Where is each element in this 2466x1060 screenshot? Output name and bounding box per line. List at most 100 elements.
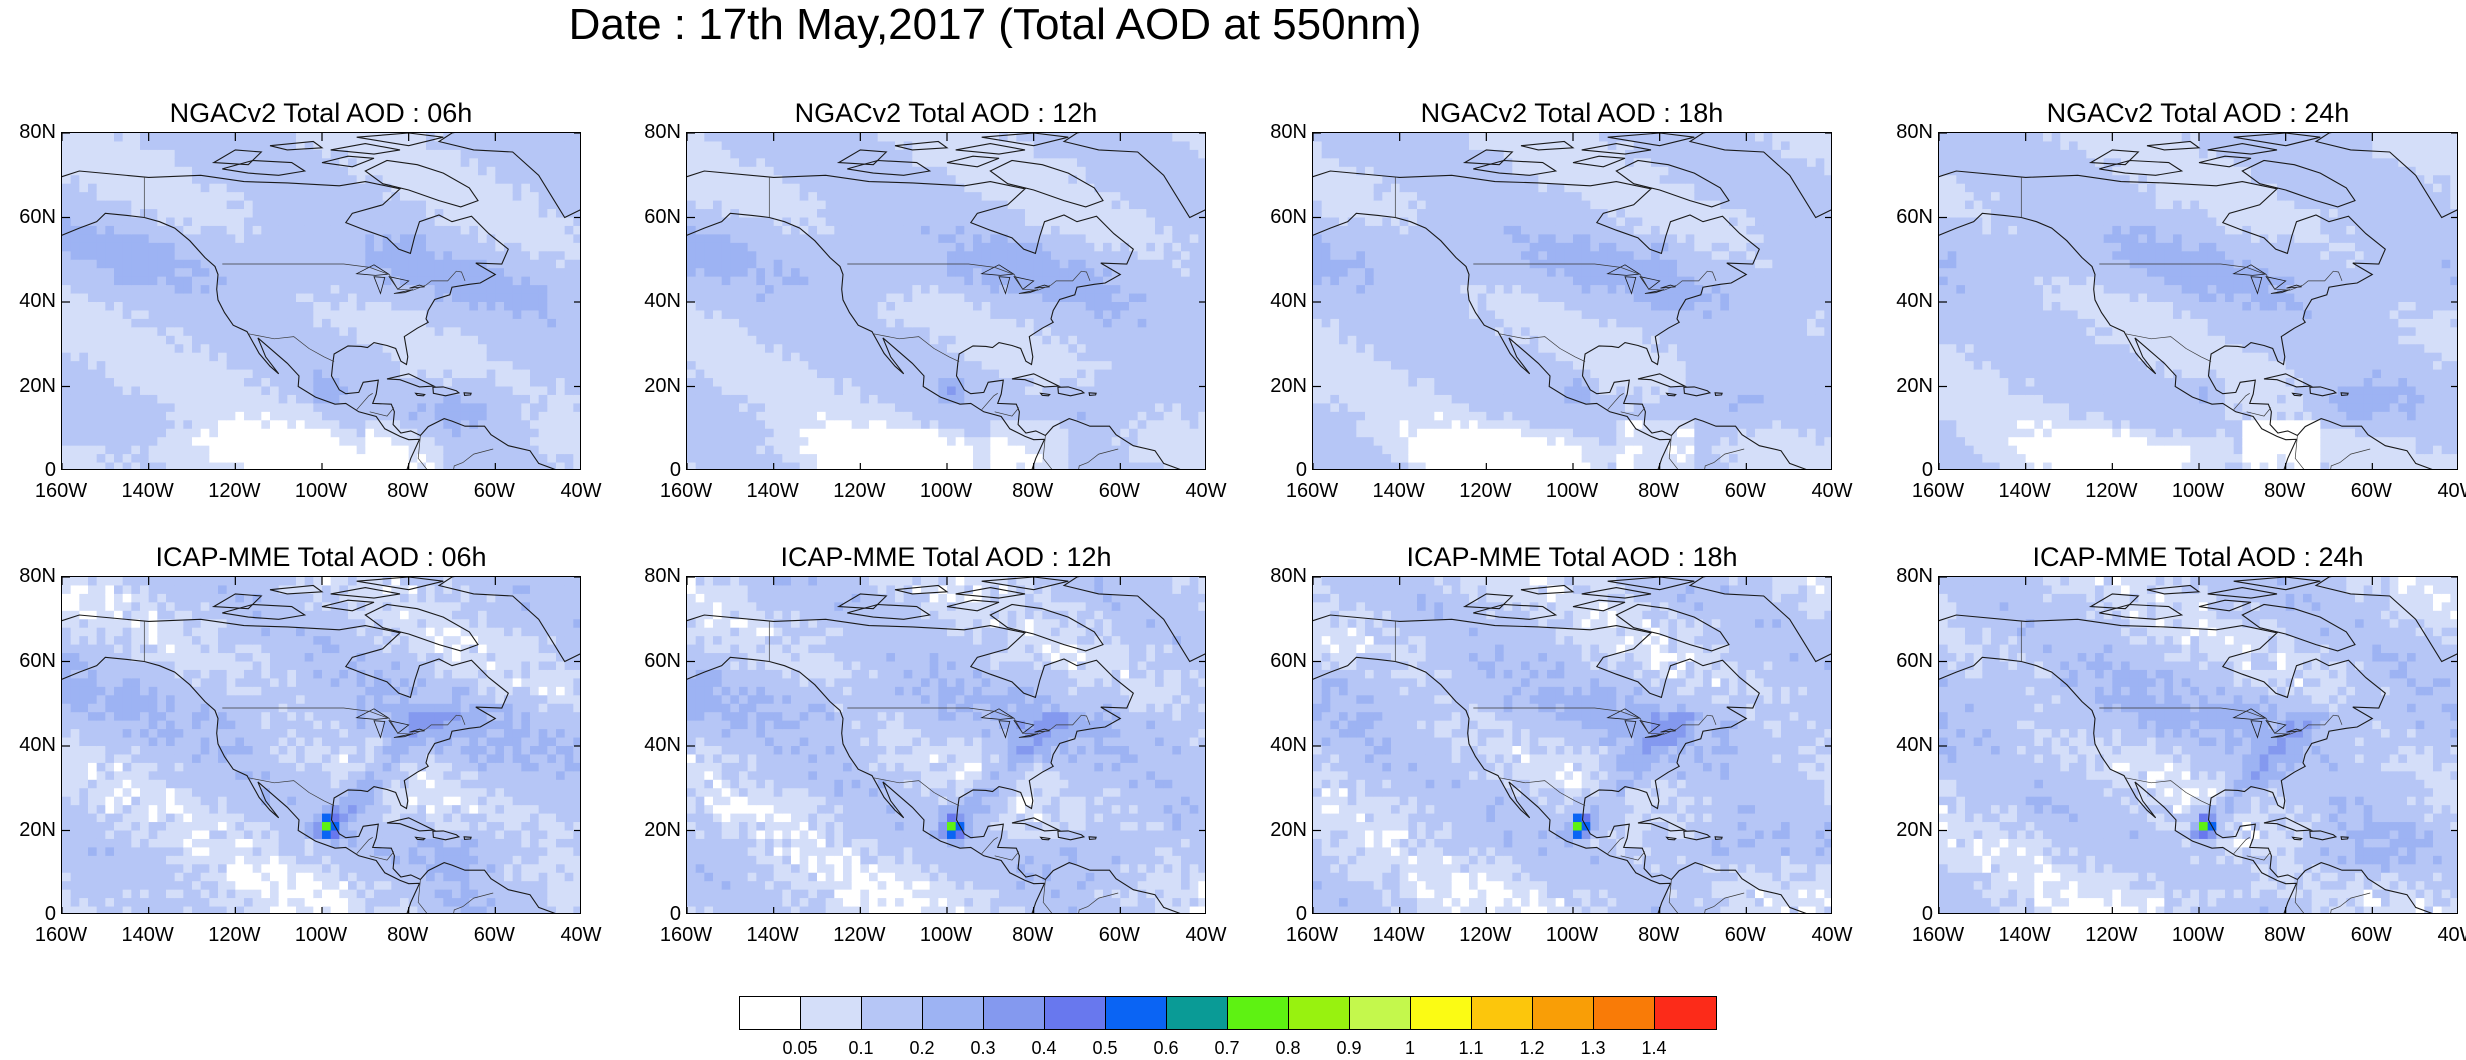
lon-tick-label: 160W (1898, 924, 1978, 946)
lon-tick-label: 100W (906, 924, 986, 946)
colorbar-label: 0.7 (1197, 1038, 1257, 1058)
map-plot-area (686, 132, 1206, 470)
colorbar-swatch (740, 997, 801, 1029)
lon-tick-label: 60W (2331, 924, 2411, 946)
lon-tick-label: 160W (1272, 924, 1352, 946)
lat-tick-label: 40N (1251, 291, 1307, 311)
panel-title: ICAP-MME Total AOD : 06h (61, 540, 581, 574)
lon-tick-label: 80W (1619, 924, 1699, 946)
lat-tick-label: 60N (1251, 207, 1307, 227)
colorbar-swatch (1472, 997, 1533, 1029)
lon-tick-label: 160W (1898, 480, 1978, 502)
lat-tick-label: 60N (625, 207, 681, 227)
colorbar-swatches (739, 996, 1717, 1030)
aod-field-shading (1939, 577, 2458, 914)
colorbar-label: 0.1 (831, 1038, 891, 1058)
lon-tick-label: 40W (2418, 924, 2466, 946)
colorbar-label: 1.3 (1563, 1038, 1623, 1058)
map-plot-area (1312, 132, 1832, 470)
aod-map (1313, 133, 1832, 470)
lat-tick-label: 80N (1877, 566, 1933, 586)
lat-tick-label: 80N (1877, 122, 1933, 142)
lon-tick-label: 100W (2158, 480, 2238, 502)
lat-tick-label: 80N (1251, 122, 1307, 142)
lat-tick-label: 40N (0, 291, 56, 311)
lat-tick-label: 60N (1877, 651, 1933, 671)
colorbar-label: 0.2 (892, 1038, 952, 1058)
lon-tick-label: 120W (194, 480, 274, 502)
lat-tick-label: 20N (0, 376, 56, 396)
lat-tick-label: 40N (1251, 735, 1307, 755)
lat-tick-label: 20N (1251, 820, 1307, 840)
lat-tick-label: 0 (625, 904, 681, 924)
aod-field-shading (1313, 133, 1832, 470)
colorbar-swatch (1655, 997, 1716, 1029)
lon-tick-label: 120W (194, 924, 274, 946)
lat-tick-label: 0 (1877, 904, 1933, 924)
colorbar-swatch (984, 997, 1045, 1029)
lon-tick-label: 160W (646, 924, 726, 946)
lat-tick-label: 40N (1877, 735, 1933, 755)
map-plot-area (686, 576, 1206, 914)
lat-tick-label: 0 (0, 904, 56, 924)
colorbar-label: 0.9 (1319, 1038, 1379, 1058)
lon-tick-label: 140W (1985, 480, 2065, 502)
figure-title: Date : 17th May,2017 (Total AOD at 550nm… (0, 0, 1990, 50)
map-plot-area (1938, 132, 2458, 470)
lat-tick-label: 60N (0, 207, 56, 227)
colorbar-swatch (1533, 997, 1594, 1029)
lat-tick-label: 20N (1877, 820, 1933, 840)
lat-tick-label: 80N (0, 566, 56, 586)
panel-title: NGACv2 Total AOD : 06h (61, 96, 581, 130)
aod-map (687, 133, 1206, 470)
colorbar-swatch (1289, 997, 1350, 1029)
aod-field-shading (687, 577, 1206, 914)
lon-tick-label: 40W (1792, 480, 1872, 502)
lon-tick-label: 60W (1079, 480, 1159, 502)
lon-tick-label: 140W (108, 924, 188, 946)
lon-tick-label: 100W (281, 480, 361, 502)
colorbar-label: 0.3 (953, 1038, 1013, 1058)
colorbar-swatch (801, 997, 862, 1029)
aod-map (62, 133, 581, 470)
lon-tick-label: 40W (541, 924, 621, 946)
lat-tick-label: 80N (625, 566, 681, 586)
colorbar-swatch (1350, 997, 1411, 1029)
lon-tick-label: 140W (733, 924, 813, 946)
lat-tick-label: 40N (625, 291, 681, 311)
lat-tick-label: 0 (625, 460, 681, 480)
lon-tick-label: 80W (1619, 480, 1699, 502)
colorbar-label: 1.4 (1624, 1038, 1684, 1058)
lat-tick-label: 0 (1251, 904, 1307, 924)
lon-tick-label: 80W (2245, 924, 2325, 946)
panel-title: NGACv2 Total AOD : 24h (1938, 96, 2458, 130)
lon-tick-label: 120W (819, 924, 899, 946)
lon-tick-label: 160W (21, 480, 101, 502)
lon-tick-label: 120W (2071, 480, 2151, 502)
lat-tick-label: 80N (625, 122, 681, 142)
lat-tick-label: 60N (1251, 651, 1307, 671)
lat-tick-label: 0 (1877, 460, 1933, 480)
lon-tick-label: 60W (2331, 480, 2411, 502)
colorbar-label: 0.6 (1136, 1038, 1196, 1058)
lon-tick-label: 60W (1079, 924, 1159, 946)
lon-tick-label: 40W (2418, 480, 2466, 502)
lat-tick-label: 60N (625, 651, 681, 671)
aod-map (687, 577, 1206, 914)
colorbar-label: 0.4 (1014, 1038, 1074, 1058)
lon-tick-label: 120W (1445, 480, 1525, 502)
lon-tick-label: 80W (368, 924, 448, 946)
lon-tick-label: 100W (281, 924, 361, 946)
aod-map (62, 577, 581, 914)
colorbar-label: 1.2 (1502, 1038, 1562, 1058)
lon-tick-label: 140W (1359, 480, 1439, 502)
panel-title: ICAP-MME Total AOD : 24h (1938, 540, 2458, 574)
lat-tick-label: 40N (0, 735, 56, 755)
map-plot-area (61, 576, 581, 914)
